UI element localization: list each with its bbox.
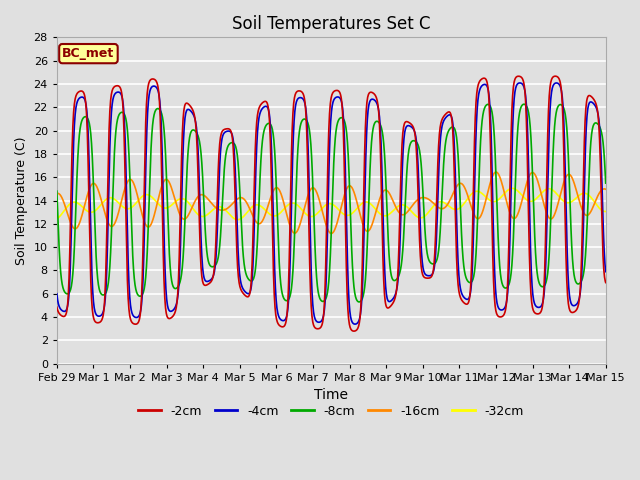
Legend: -2cm, -4cm, -8cm, -16cm, -32cm: -2cm, -4cm, -8cm, -16cm, -32cm [133,400,529,423]
Y-axis label: Soil Temperature (C): Soil Temperature (C) [15,136,28,265]
Title: Soil Temperatures Set C: Soil Temperatures Set C [232,15,431,33]
X-axis label: Time: Time [314,388,348,402]
Text: BC_met: BC_met [62,47,115,60]
